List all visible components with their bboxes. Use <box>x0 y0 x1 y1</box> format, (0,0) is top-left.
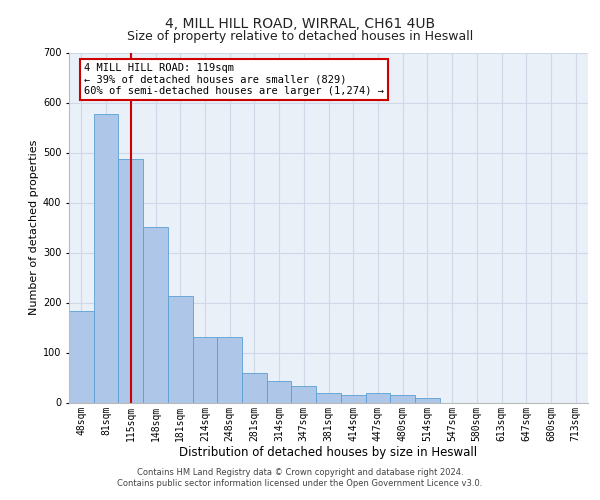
Y-axis label: Number of detached properties: Number of detached properties <box>29 140 38 315</box>
Bar <box>193 337 217 402</box>
Bar <box>415 398 440 402</box>
Bar <box>316 392 341 402</box>
Bar <box>390 395 415 402</box>
Bar <box>143 226 168 402</box>
Bar <box>168 296 193 403</box>
Bar <box>365 392 390 402</box>
Bar <box>217 337 242 402</box>
Text: Contains HM Land Registry data © Crown copyright and database right 2024.
Contai: Contains HM Land Registry data © Crown c… <box>118 468 482 487</box>
Text: 4, MILL HILL ROAD, WIRRAL, CH61 4UB: 4, MILL HILL ROAD, WIRRAL, CH61 4UB <box>165 18 435 32</box>
Bar <box>94 114 118 403</box>
Bar <box>292 386 316 402</box>
X-axis label: Distribution of detached houses by size in Heswall: Distribution of detached houses by size … <box>179 446 478 459</box>
Bar <box>242 372 267 402</box>
Text: Size of property relative to detached houses in Heswall: Size of property relative to detached ho… <box>127 30 473 43</box>
Bar <box>341 395 365 402</box>
Text: 4 MILL HILL ROAD: 119sqm
← 39% of detached houses are smaller (829)
60% of semi-: 4 MILL HILL ROAD: 119sqm ← 39% of detach… <box>84 63 384 96</box>
Bar <box>118 159 143 402</box>
Bar <box>267 381 292 402</box>
Bar <box>69 311 94 402</box>
